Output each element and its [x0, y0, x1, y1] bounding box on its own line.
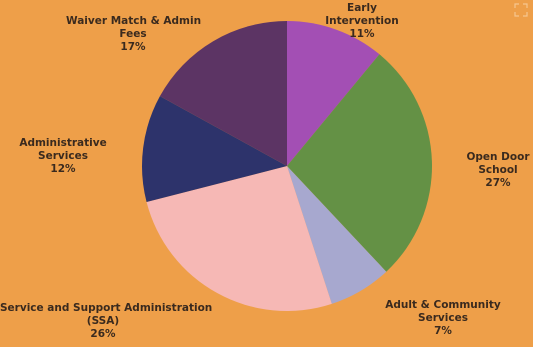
label-adult-community-value: 7%	[434, 325, 452, 337]
label-ssa-line1: Service and Support Administration	[0, 302, 213, 314]
pie-slice-waiver-match-admin-fees	[159, 21, 287, 166]
label-waiver-match-admin-fees: Waiver Match & Admin Fees 17%	[66, 15, 202, 54]
pie-slice-administrative-services	[142, 96, 287, 203]
label-early-intervention-value: 11%	[349, 28, 375, 40]
label-waiver-line2: Fees	[119, 28, 147, 40]
pie-slice-early-intervention	[287, 21, 380, 166]
label-open-door-school: Open Door School 27%	[452, 151, 533, 190]
pie-slice-open-door-school	[287, 54, 432, 272]
label-service-support-administration: Service and Support Administration (SSA)…	[0, 302, 213, 341]
label-waiver-value: 17%	[120, 41, 146, 53]
label-open-door-school-line1: Open Door	[466, 151, 530, 163]
label-adult-community-line1: Adult & Community	[385, 299, 501, 311]
label-adult-community-services: Adult & Community Services 7%	[376, 299, 510, 338]
label-early-intervention-line1: Early	[347, 2, 377, 14]
label-ssa-value: 26%	[90, 328, 116, 340]
expand-icon[interactable]	[514, 3, 528, 17]
label-early-intervention-line2: Intervention	[325, 15, 399, 27]
label-administrative-services: Administrative Services 12%	[13, 137, 113, 176]
label-adult-community-line2: Services	[418, 312, 468, 324]
label-administrative-line1: Administrative	[19, 137, 107, 149]
label-early-intervention: Early Intervention 11%	[312, 2, 412, 41]
label-ssa-line2: (SSA)	[86, 315, 120, 327]
label-open-door-school-value: 27%	[485, 177, 511, 189]
label-open-door-school-line2: School	[478, 164, 518, 176]
label-administrative-value: 12%	[50, 163, 76, 175]
label-waiver-line1: Waiver Match & Admin	[66, 15, 202, 27]
pie-slice-service-and-support-administration-ssa	[146, 166, 332, 311]
label-administrative-line2: Services	[38, 150, 88, 162]
pie-slice-adult-community-services	[287, 166, 387, 304]
